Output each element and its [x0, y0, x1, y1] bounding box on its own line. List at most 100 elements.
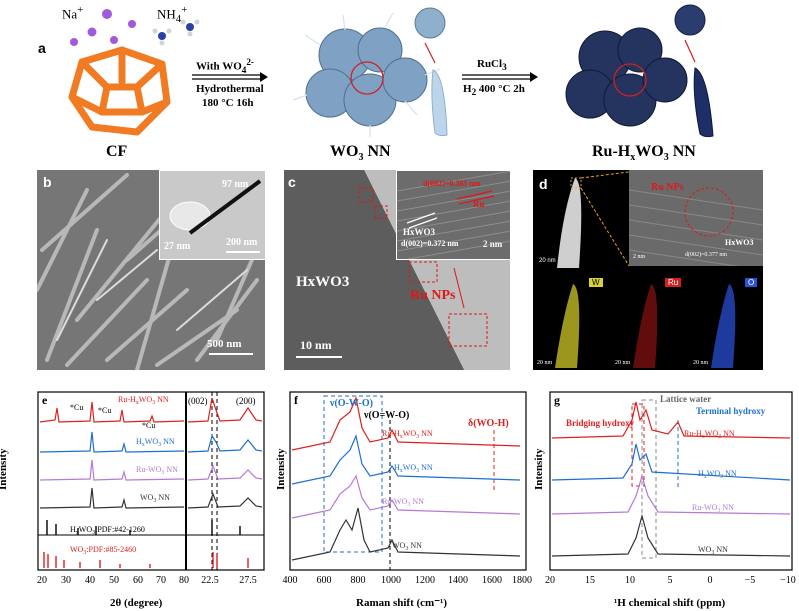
- ion-spheres: [70, 9, 200, 46]
- eds-w-badge: W: [589, 278, 603, 287]
- xrd-tick-40: 40: [85, 575, 95, 586]
- inset-label-97nm: 97 nm: [222, 179, 249, 190]
- nmr-series-ruwo3: [551, 473, 791, 515]
- raman-tick-1000: 1000: [381, 575, 401, 586]
- nmr-tick-5: 5: [668, 575, 673, 586]
- na-label: Na+: [62, 4, 84, 22]
- raman-tick-400: 400: [283, 575, 298, 586]
- nmr-tick-m10: −10: [780, 575, 796, 586]
- xrd-ref2-sticks: [43, 552, 249, 568]
- panel-g-letter: g: [554, 393, 560, 407]
- xrd-tick-30: 30: [61, 575, 71, 586]
- nmr-series-wo3: [551, 513, 791, 557]
- raman-chart: Intensity Raman shift (cm⁻¹) 400 600 800…: [275, 391, 532, 609]
- raman-mode-oweo: ν(O=W-O): [363, 410, 409, 421]
- raman-ylabel: Intensity: [275, 448, 287, 490]
- nh4-label: NH4+: [157, 4, 188, 25]
- xrd-ref1-sticks: [46, 520, 241, 535]
- raman-series-ruhxwo3: [291, 395, 521, 451]
- d002-ru-label: d(002)=0.385 nm: [423, 179, 481, 188]
- step1-label-top: With WO42-: [196, 57, 254, 75]
- eds-ru-scale: 20 nm: [615, 360, 631, 366]
- hkl-200: (200): [236, 396, 256, 406]
- xrd-tick-70: 70: [156, 575, 166, 586]
- xrd-legend-hxwo3: HxWO3 NN: [136, 437, 175, 448]
- panel-d-letter: d: [539, 176, 548, 192]
- panel-e-letter: e: [42, 393, 48, 407]
- raman-series-hxwo3: [291, 434, 521, 485]
- nmr-annot-terminal: Terminal hydroxy: [696, 406, 766, 416]
- xrd-tick-22.5: 22.5: [201, 575, 219, 586]
- cu-mark-3: *Cu: [142, 421, 155, 430]
- nmr-legend-ruwo3: Ru-WO3 NN: [692, 503, 734, 514]
- inset-scale-2nm: 2 nm: [483, 239, 503, 249]
- inset-scale-bar: [226, 251, 260, 253]
- nmr-legend-ruhxwo3: Ru-HxWO3 NN: [684, 429, 735, 440]
- ru-nps-label: Ru NPs: [410, 288, 456, 303]
- raman-mode-owo: ν(O-W-O): [329, 398, 373, 409]
- raman-frame: [289, 391, 527, 571]
- haadf-ru-nps-label: Ru NPs: [651, 182, 684, 193]
- haadf-panel: d 20 nm Ru NPs HxWO3 d(002)=0.377 nm 2 n…: [533, 170, 764, 370]
- eds-map-ru: Ru 20 nm: [611, 274, 685, 370]
- ru-lattice-label: Ru: [473, 199, 485, 209]
- xrd-series-ruwo3: [39, 459, 185, 481]
- step2-label-top: RuCl3: [477, 58, 507, 73]
- xrd-ref2-label: WO3:PDF:#85-2460: [70, 545, 136, 556]
- eds-map-w: W 20 nm: [533, 274, 607, 370]
- raman-legend-wo3: WO3 NN: [392, 541, 422, 552]
- nmr-tick-10: 10: [625, 575, 635, 586]
- nmr-box-bridging: [631, 403, 645, 487]
- xrd-right-ruwo3: [187, 464, 263, 481]
- hrtem-inset: d(002)=0.385 nm Ru HxWO3 d(002)=0.372 nm…: [396, 170, 510, 262]
- nmr-annot-lattice: Lattice water: [660, 394, 711, 404]
- wo3-nn-illustration: [292, 7, 448, 137]
- nmr-tick-20: 20: [545, 575, 555, 586]
- raman-mode-woh: δ(WO-H): [468, 418, 509, 429]
- nmr-chart: Intensity ¹H chemical shift (ppm) 20 15 …: [533, 391, 796, 609]
- label-ru-hxwo3-nn: Ru-HxWO3 NN: [592, 143, 696, 164]
- raman-tick-1200: 1200: [415, 575, 435, 586]
- raman-tick-1600: 1600: [482, 575, 502, 586]
- xrd-series-wo3: [39, 487, 185, 509]
- sem-inset-tem: 97 nm 27 nm 200 nm: [159, 170, 265, 260]
- cu-mark-2: *Cu: [98, 406, 111, 415]
- sem-scale-label: 500 nm: [207, 338, 242, 350]
- inset-needle: [169, 179, 262, 235]
- hrtem-image: c d(002)=0.385 nm Ru HxWO3 d(002)=0.372 …: [284, 170, 510, 370]
- nmr-frame: [549, 391, 793, 571]
- nmr-tick-m5: −5: [745, 575, 756, 586]
- panel-c-letter: c: [288, 174, 296, 190]
- step1-label-2: Hydrothermal: [196, 83, 264, 95]
- raman-tick-1400: 1400: [448, 575, 468, 586]
- xrd-series-hxwo3: [39, 431, 185, 453]
- raman-xlabel: Raman shift (cm⁻¹): [356, 597, 447, 609]
- xrd-tick-60: 60: [133, 575, 143, 586]
- xrd-ylabel: Intensity: [0, 448, 9, 490]
- raman-tick-800: 800: [351, 575, 366, 586]
- nmr-legend-hxwo3: HxWO3 NN: [698, 469, 737, 480]
- raman-series-ruwo3: [291, 474, 521, 519]
- nmr-xlabel: ¹H chemical shift (ppm): [614, 597, 725, 609]
- raman-tick-600: 600: [317, 575, 332, 586]
- panel-a-letter: a: [38, 40, 46, 56]
- haadf-zoom-scale: 2 nm: [633, 254, 646, 260]
- nmr-tick-15: 15: [585, 575, 595, 586]
- haadf-d-label: d(002)=0.377 nm: [685, 252, 728, 258]
- eds-w-scale: 20 nm: [537, 360, 553, 366]
- nmr-tick-0: 0: [708, 575, 713, 586]
- xrd-legend-ruwo3: Ru-WO3 NN: [136, 465, 178, 476]
- haadf-zoom: Ru NPs HxWO3 d(002)=0.377 nm 2 nm: [628, 170, 764, 271]
- lattice-fringes: [396, 170, 510, 262]
- d002-hxwo3-label: d(002)=0.372 nm: [401, 239, 459, 248]
- nmr-ylabel: Intensity: [533, 448, 545, 490]
- xrd-xlabel: 2θ (degree): [110, 597, 163, 609]
- step1-arrow: [192, 72, 268, 82]
- raman-legend-ruwo3: Ru-WO3 NN: [382, 497, 424, 508]
- inset-scale-label: 200 nm: [226, 237, 258, 248]
- xrd-chart: Intensity 2θ (degree) 20 30 40 50 60 70 …: [0, 391, 265, 609]
- haadf-scale-label: 20 nm: [539, 258, 556, 264]
- haadf-needle: [557, 177, 582, 268]
- ions-group: Na+ NH4+: [62, 2, 212, 52]
- ru-hxwo3-illustration: [565, 4, 714, 138]
